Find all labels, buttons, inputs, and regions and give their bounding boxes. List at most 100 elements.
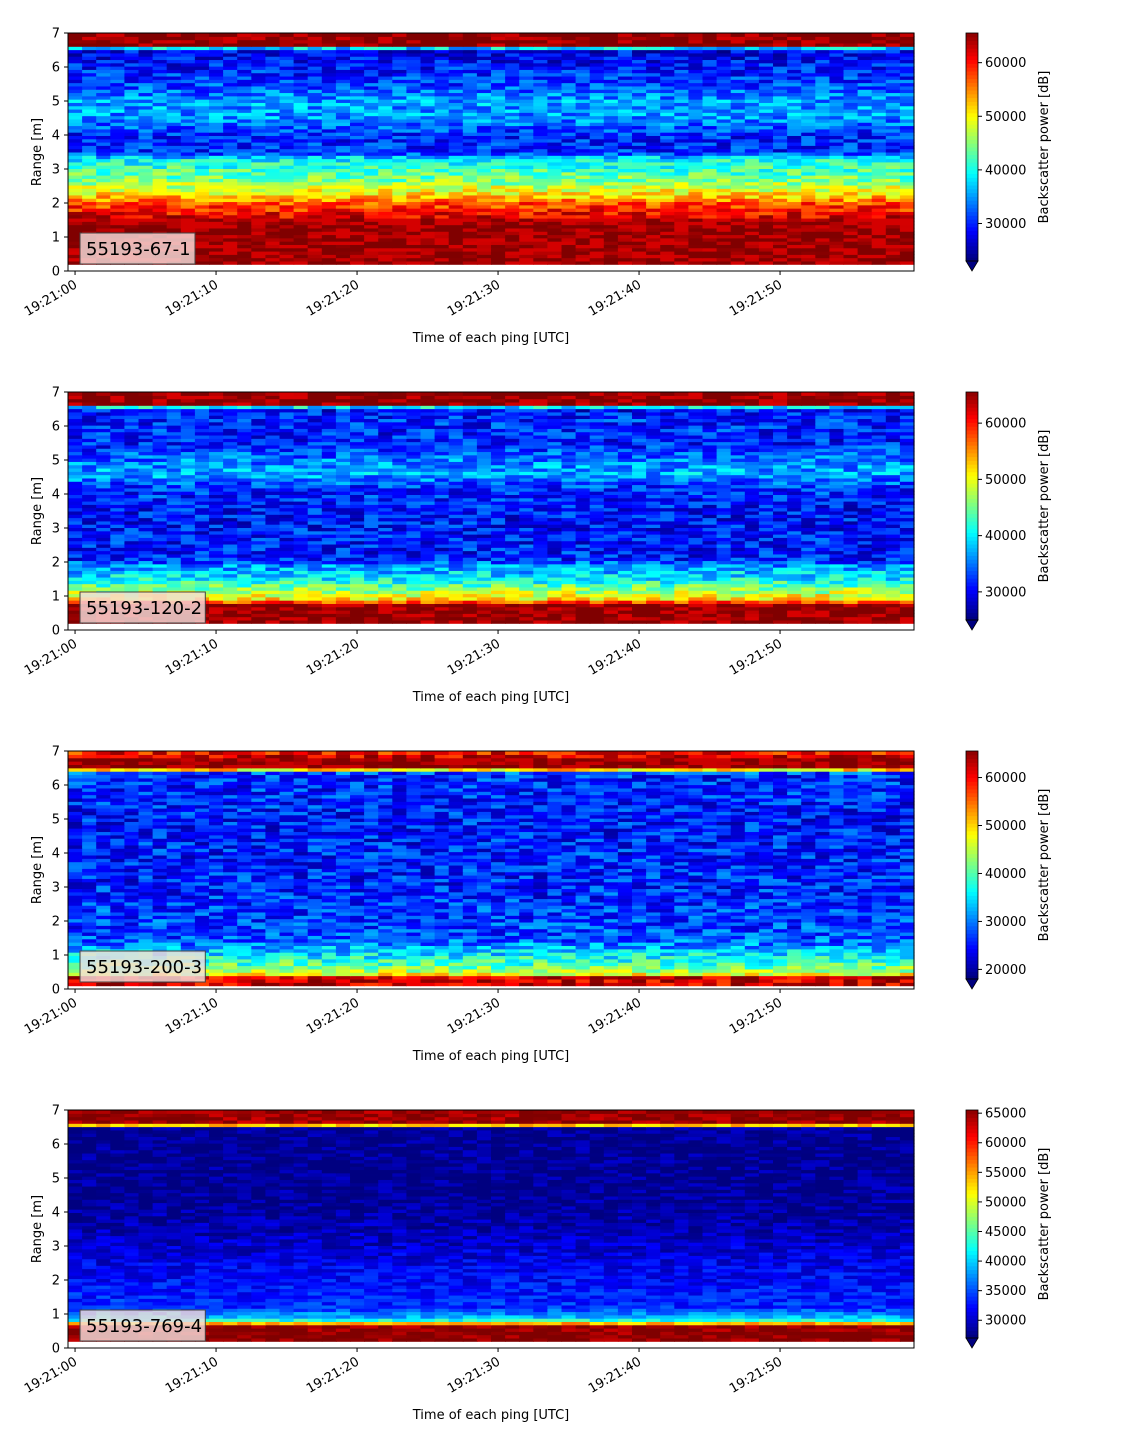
heatmap-cell [350,33,365,37]
heatmap-cell [632,33,647,37]
colorbar-band [966,212,978,216]
heatmap-cell [308,33,323,37]
heatmap-cell [223,33,238,37]
heatmap-cell [745,33,760,37]
y-tick-label: 3 [52,163,60,178]
colorbar-band [966,124,978,128]
colorbar-band [966,79,978,83]
colorbar-band [966,136,978,140]
colorbar-band [966,231,978,235]
heatmap-cell [322,33,337,37]
colorbar-band [966,193,978,197]
heatmap-cell [688,33,703,37]
heatmap-cell [900,33,915,37]
heatmap-cell [787,33,802,37]
heatmap-cell [82,33,97,37]
heatmap-cell [547,33,562,37]
heatmap-cell [858,33,873,37]
heatmap-cell [124,33,139,37]
heatmap-cell [477,33,492,37]
heatmap-cell [463,33,478,37]
panel-label: 55193-67-1 [80,233,195,264]
colorbar-band [966,98,978,102]
panel-label-text: 55193-67-1 [86,239,191,260]
heatmap-cell [265,33,280,37]
heatmap-cell [872,33,887,37]
colorbar-tick-label: 50000 [985,110,1026,125]
colorbar-tick-label: 30000 [985,217,1026,232]
colorbar-band [966,208,978,212]
heatmap-cell [153,33,168,37]
heatmap-cell [759,33,774,37]
colorbar-band [966,166,978,170]
colorbar-band [966,246,978,250]
colorbar-band [966,75,978,79]
heatmap-cell [886,33,901,37]
colorbar-label: Backscatter power [dB] [1037,71,1052,224]
colorbar-band [966,253,978,257]
heatmap-cell [576,33,591,37]
x-tick-label: 19:21:10 [163,277,221,319]
heatmap-cell [68,33,83,37]
colorbar-band [966,86,978,90]
heatmap-cell [336,33,351,37]
colorbar-band [966,147,978,151]
heatmap-cell [392,33,407,37]
heatmap-cells [68,392,915,624]
colorbar-extend-arrow [966,261,978,271]
heatmap-cell [773,33,788,37]
colorbar: 30000 40000 50000 60000 Backscatter power [d… [966,33,1052,271]
x-tick-label: 19:21:30 [445,277,503,319]
colorbar-band [966,204,978,208]
colorbar-band [966,128,978,132]
colorbar-band [966,132,978,136]
colorbar-band [966,238,978,242]
colorbar-band [966,155,978,159]
colorbar-tick-label: 40000 [985,163,1026,178]
colorbar-band [966,139,978,143]
heatmap-cell [618,33,633,37]
colorbar-band [966,181,978,185]
colorbar-band [966,63,978,67]
colorbar-band [966,177,978,181]
colorbar-band [966,151,978,155]
y-axis-label: Range [m] [30,118,45,186]
colorbar-band [966,109,978,113]
y-tick-label: 1 [52,231,60,246]
colorbar-band [966,71,978,75]
heatmap-cell [294,33,309,37]
colorbar-tick-label: 60000 [985,56,1026,71]
colorbar-band [966,189,978,193]
heatmap-cell [717,33,732,37]
heatmap-cell [491,33,506,37]
colorbar-band [966,101,978,105]
colorbar-band [966,56,978,60]
x-tick-label: 19:21:00 [22,277,80,319]
colorbar-band [966,60,978,64]
colorbar-band [966,120,978,124]
colorbar-band [966,223,978,227]
heatmap-cell [815,33,830,37]
colorbar-band [966,200,978,204]
colorbar-band [966,219,978,223]
heatmap-cell [505,33,520,37]
x-tick-label: 19:21:40 [586,277,644,319]
y-tick-label: 6 [52,61,60,76]
heatmap-cell [195,33,210,37]
colorbar-band [966,174,978,178]
colorbar-band [966,82,978,86]
heatmap-cell [533,33,548,37]
heatmap-cell [646,33,661,37]
heatmap-cell [181,33,196,37]
heatmap-cell [364,33,379,37]
heatmap-cell [844,33,859,37]
colorbar-band [966,227,978,231]
heatmap-cell [96,33,111,37]
x-tick-label: 19:21:50 [727,277,785,319]
colorbar-band [966,67,978,71]
heatmap-cell [562,33,577,37]
colorbar-band [966,143,978,147]
colorbar-band [966,234,978,238]
y-tick-label: 5 [52,95,60,110]
